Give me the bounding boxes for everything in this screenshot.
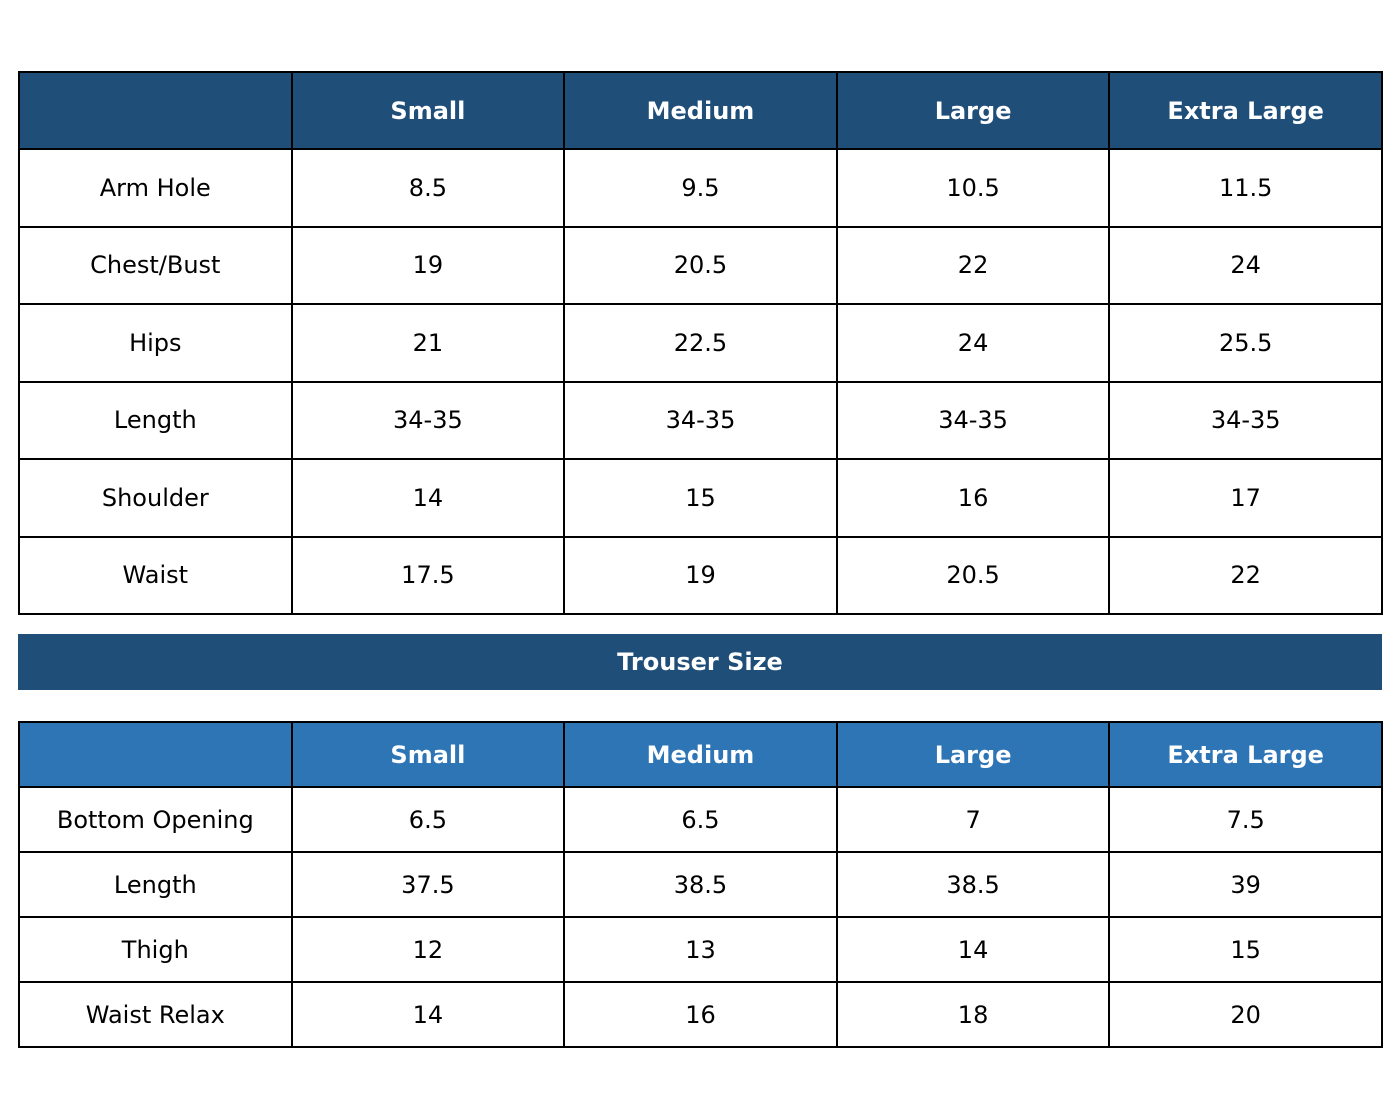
- trouser-size-banner: Trouser Size: [18, 634, 1382, 690]
- trouser-size-table: Small Medium Large Extra Large Bottom Openin…: [18, 721, 1383, 1048]
- value-cell: 39: [1108, 851, 1383, 918]
- row-label: Waist Relax: [18, 981, 293, 1048]
- row-label: Waist: [18, 535, 293, 615]
- value-cell: 15: [563, 458, 838, 538]
- value-cell: 10.5: [835, 148, 1111, 228]
- data-row: Thigh 12 13 14 15: [18, 916, 1383, 983]
- row-label: Hips: [18, 303, 293, 383]
- row-label: Bottom Opening: [18, 786, 293, 853]
- column-header: Large: [835, 71, 1111, 150]
- row-label: Arm Hole: [18, 148, 293, 228]
- value-cell: 14: [290, 458, 566, 538]
- value-cell: 20.5: [835, 535, 1111, 615]
- value-cell: 13: [563, 916, 838, 983]
- data-row: Arm Hole 8.5 9.5 10.5 11.5: [18, 148, 1383, 228]
- value-cell: 6.5: [563, 786, 838, 853]
- column-header: Small: [290, 721, 566, 788]
- column-header: Medium: [563, 721, 838, 788]
- header-row: Small Medium Large Extra Large: [18, 71, 1383, 150]
- value-cell: 7: [835, 786, 1111, 853]
- value-cell: 6.5: [290, 786, 566, 853]
- column-header: Extra Large: [1108, 721, 1383, 788]
- data-row: Hips 21 22.5 24 25.5: [18, 303, 1383, 383]
- value-cell: 34-35: [290, 380, 566, 460]
- value-cell: 24: [835, 303, 1111, 383]
- value-cell: 14: [835, 916, 1111, 983]
- value-cell: 16: [563, 981, 838, 1048]
- row-label: Length: [18, 380, 293, 460]
- row-label: Shoulder: [18, 458, 293, 538]
- value-cell: 38.5: [835, 851, 1111, 918]
- value-cell: 22: [1108, 535, 1383, 615]
- value-cell: 7.5: [1108, 786, 1383, 853]
- row-label: Thigh: [18, 916, 293, 983]
- data-row: Bottom Opening 6.5 6.5 7 7.5: [18, 786, 1383, 853]
- data-row: Length 37.5 38.5 38.5 39: [18, 851, 1383, 918]
- column-header: Large: [835, 721, 1111, 788]
- row-label: Length: [18, 851, 293, 918]
- value-cell: 22: [835, 225, 1111, 305]
- value-cell: 18: [835, 981, 1111, 1048]
- value-cell: 34-35: [563, 380, 838, 460]
- data-row: Shoulder 14 15 16 17: [18, 458, 1383, 538]
- value-cell: 20.5: [563, 225, 838, 305]
- value-cell: 34-35: [835, 380, 1111, 460]
- value-cell: 17.5: [290, 535, 566, 615]
- value-cell: 21: [290, 303, 566, 383]
- column-header: Medium: [563, 71, 838, 150]
- value-cell: 20: [1108, 981, 1383, 1048]
- column-header: Small: [290, 71, 566, 150]
- value-cell: 38.5: [563, 851, 838, 918]
- value-cell: 9.5: [563, 148, 838, 228]
- value-cell: 34-35: [1108, 380, 1383, 460]
- column-header: Extra Large: [1108, 71, 1383, 150]
- value-cell: 24: [1108, 225, 1383, 305]
- value-cell: 8.5: [290, 148, 566, 228]
- value-cell: 11.5: [1108, 148, 1383, 228]
- corner-cell: [18, 721, 293, 788]
- data-row: Chest/Bust 19 20.5 22 24: [18, 225, 1383, 305]
- value-cell: 12: [290, 916, 566, 983]
- value-cell: 19: [290, 225, 566, 305]
- data-row: Waist Relax 14 16 18 20: [18, 981, 1383, 1048]
- row-label: Chest/Bust: [18, 225, 293, 305]
- header-row: Small Medium Large Extra Large: [18, 721, 1383, 788]
- value-cell: 37.5: [290, 851, 566, 918]
- value-cell: 14: [290, 981, 566, 1048]
- value-cell: 16: [835, 458, 1111, 538]
- value-cell: 15: [1108, 916, 1383, 983]
- value-cell: 17: [1108, 458, 1383, 538]
- value-cell: 19: [563, 535, 838, 615]
- data-row: Length 34-35 34-35 34-35 34-35: [18, 380, 1383, 460]
- corner-cell: [18, 71, 293, 150]
- value-cell: 22.5: [563, 303, 838, 383]
- value-cell: 25.5: [1108, 303, 1383, 383]
- data-row: Waist 17.5 19 20.5 22: [18, 535, 1383, 615]
- shirt-size-table: Small Medium Large Extra Large Arm Hole 8.5 9.…: [18, 71, 1383, 615]
